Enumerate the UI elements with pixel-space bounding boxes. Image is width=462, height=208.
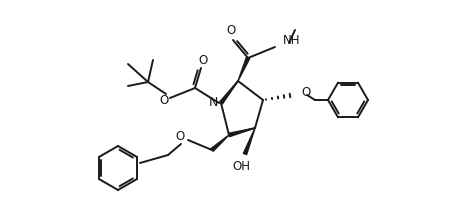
Text: O: O [198,53,207,67]
Text: NH: NH [283,35,300,47]
Text: O: O [159,94,169,106]
Text: OH: OH [232,160,250,172]
Polygon shape [229,128,255,137]
Polygon shape [238,57,249,81]
Polygon shape [243,128,255,155]
Polygon shape [219,81,238,104]
Polygon shape [211,135,229,151]
Text: O: O [301,87,310,99]
Text: N: N [208,97,218,109]
Text: O: O [226,25,236,37]
Text: O: O [176,130,185,142]
